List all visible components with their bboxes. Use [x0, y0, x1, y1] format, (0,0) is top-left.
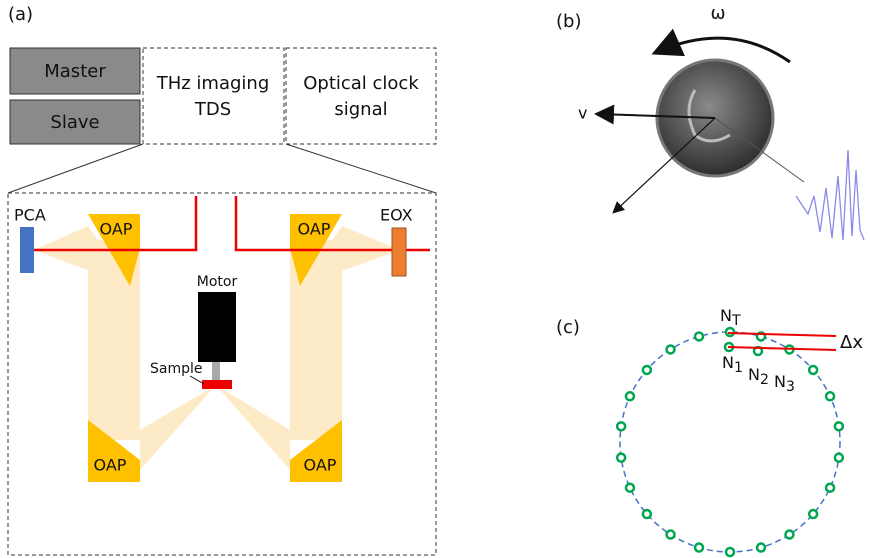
zoom-line — [286, 144, 436, 193]
omega-label: ω — [710, 3, 725, 24]
sample-point — [835, 422, 843, 430]
thz-label: TDS — [194, 99, 231, 120]
velocity-label: v — [578, 104, 587, 123]
shaft — [212, 362, 220, 380]
figure: (a) Master Slave THz imaging TDS Optical… — [0, 0, 870, 558]
sample-point — [826, 484, 834, 492]
sample-point — [695, 332, 703, 340]
sample-point — [835, 454, 843, 462]
sample-point — [695, 544, 703, 552]
eox-crystal — [392, 228, 406, 276]
clock-label: signal — [334, 99, 387, 120]
sample-point — [809, 366, 817, 374]
node-label: N1 — [722, 353, 743, 377]
sample-point — [617, 454, 625, 462]
node-label: N3 — [774, 372, 795, 396]
node-label: N2 — [748, 365, 769, 389]
sample-point — [667, 531, 675, 539]
waveform — [796, 150, 864, 240]
sample-point — [726, 328, 734, 336]
oap-label: OAP — [298, 220, 331, 239]
thz-box — [143, 48, 284, 144]
clock-box — [286, 48, 436, 144]
thz-label: THz imaging — [156, 73, 270, 94]
sample-point — [826, 392, 834, 400]
sample-pointer — [190, 376, 204, 384]
sample-point — [726, 548, 734, 556]
sample-point — [617, 422, 625, 430]
rotation-arrow — [657, 38, 790, 62]
sample-label: Sample — [150, 361, 203, 377]
oap-label: OAP — [100, 220, 133, 239]
pca-antenna — [20, 227, 34, 273]
sample-point — [626, 392, 634, 400]
sample-point — [626, 484, 634, 492]
delta-x-label: Δx — [840, 332, 863, 353]
sample-point — [667, 345, 675, 353]
clock-label: Optical clock — [303, 73, 419, 94]
panel-label: (a) — [8, 4, 33, 25]
motor — [198, 292, 236, 362]
reference-line — [728, 347, 836, 350]
pca-label: PCA — [14, 206, 46, 225]
oap-label: OAP — [304, 456, 337, 475]
node-label: NT — [720, 306, 741, 330]
eox-label: EOX — [380, 206, 413, 225]
panel-label: (c) — [556, 317, 580, 338]
slave-label: Slave — [50, 112, 99, 133]
reference-line — [728, 333, 836, 336]
sample-point — [757, 544, 765, 552]
sample-point — [643, 510, 651, 518]
zoom-line — [8, 144, 143, 193]
oap-label: OAP — [94, 456, 127, 475]
motor-label: Motor — [197, 274, 238, 290]
sample-point — [785, 531, 793, 539]
master-label: Master — [44, 61, 106, 82]
sample-point — [643, 366, 651, 374]
sample — [202, 380, 232, 389]
panel-label: (b) — [556, 11, 581, 32]
sample-point — [809, 510, 817, 518]
